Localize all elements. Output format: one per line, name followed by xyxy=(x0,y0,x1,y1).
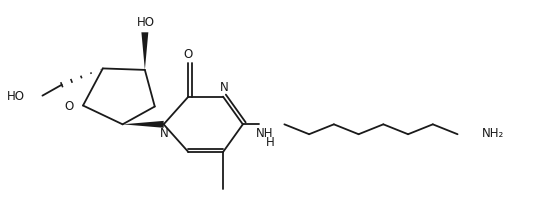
Text: H: H xyxy=(266,136,275,149)
Text: NH₂: NH₂ xyxy=(482,127,504,140)
Text: HO: HO xyxy=(137,16,155,29)
Polygon shape xyxy=(142,32,148,70)
Text: N: N xyxy=(220,81,229,94)
Polygon shape xyxy=(123,121,164,128)
Text: HO: HO xyxy=(7,90,25,103)
Text: N: N xyxy=(160,127,169,140)
Text: O: O xyxy=(65,100,74,113)
Text: O: O xyxy=(184,48,193,60)
Text: NH: NH xyxy=(257,127,274,140)
